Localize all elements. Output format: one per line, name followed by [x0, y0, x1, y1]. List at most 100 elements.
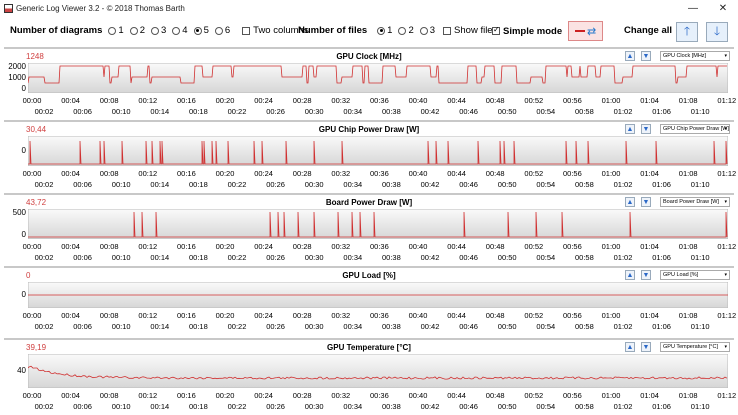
x-tick-label: 00:04 [61, 391, 80, 400]
move-down-button[interactable]: ▼ [641, 270, 651, 280]
x-tick-label: 00:52 [524, 242, 544, 251]
x-tick-label: 01:02 [613, 253, 633, 262]
x-tick-label: 00:34 [343, 402, 363, 411]
x-tick-label: 01:00 [601, 311, 621, 320]
move-down-all-button[interactable]: 🡓 [706, 22, 728, 42]
move-up-button[interactable]: ▲ [625, 270, 635, 280]
show-files-checkbox[interactable] [443, 26, 452, 35]
y-axis-label: 500 [12, 208, 26, 217]
x-tick-label: 00:10 [111, 253, 131, 262]
x-tick-label: 00:50 [497, 253, 517, 262]
sensor-select[interactable]: GPU Load [%] ▾ [660, 270, 730, 280]
x-tick-label: 00:28 [292, 391, 312, 400]
x-tick-label: 00:26 [266, 107, 285, 116]
x-tick-label: 00:04 [61, 242, 80, 251]
x-tick-label: 00:16 [177, 169, 196, 178]
x-tick-label: 00:06 [73, 107, 92, 116]
move-down-button[interactable]: ▼ [641, 197, 651, 207]
x-tick-label: 01:08 [678, 96, 698, 105]
arrow-up-icon: ▲ [626, 198, 634, 206]
x-axis-ticks-major: 00:00 00:04 00:08 00:12 00:16 00:20 00:24 00:28… [4, 169, 737, 179]
sensor-select[interactable]: GPU Chip Power Draw [W] ▾ [660, 124, 730, 134]
chevron-down-icon: ▾ [724, 344, 727, 350]
move-up-button[interactable]: ▲ [625, 51, 635, 61]
x-tick-label: 01:06 [652, 402, 671, 411]
diagram-radio-3[interactable] [150, 26, 159, 35]
arrow-down-icon: 🡓 [713, 23, 721, 38]
minimize-button[interactable]: — [688, 3, 698, 14]
x-tick-label: 00:16 [177, 242, 196, 251]
diagram-panel: 39,19 GPU Temperature [°C] ▲ ▼ GPU Temperatu… [4, 338, 737, 415]
x-tick-label: 01:10 [690, 253, 710, 262]
x-tick-label: 00:20 [215, 311, 235, 320]
panel-title: GPU Temperature [°C] [327, 343, 411, 352]
x-tick-label: 00:42 [420, 180, 440, 189]
plot-area[interactable] [28, 282, 728, 308]
x-tick-label: 00:40 [408, 242, 428, 251]
move-up-button[interactable]: ▲ [625, 342, 635, 352]
sensor-select[interactable]: GPU Temperature [°C] ▾ [660, 342, 730, 352]
x-tick-label: 00:18 [189, 107, 208, 116]
x-tick-label: 00:58 [575, 107, 594, 116]
x-tick-label: 00:26 [266, 402, 285, 411]
x-tick-label: 00:32 [331, 169, 351, 178]
x-tick-label: 00:24 [254, 242, 273, 251]
x-tick-label: 00:10 [111, 180, 131, 189]
move-down-button[interactable]: ▼ [641, 342, 651, 352]
arrow-down-icon: ▼ [642, 52, 650, 60]
x-tick-label: 00:08 [99, 96, 119, 105]
two-columns-checkbox[interactable] [242, 26, 251, 35]
x-tick-label: 00:08 [99, 311, 119, 320]
diagram-radio-2[interactable] [129, 26, 138, 35]
file-radio-3[interactable] [419, 26, 428, 35]
x-tick-label: 00:12 [138, 391, 158, 400]
plot-area[interactable] [28, 354, 728, 388]
y-axis-label: 0 [21, 84, 26, 93]
sensor-select[interactable]: GPU Clock [MHz] ▾ [660, 51, 730, 61]
x-tick-label: 00:22 [227, 180, 247, 189]
x-tick-label: 00:14 [150, 402, 170, 411]
diagram-option-2: 2 [139, 25, 145, 36]
x-tick-label: 00:46 [459, 322, 478, 331]
x-tick-label: 00:12 [138, 96, 158, 105]
diagram-option-3: 3 [160, 25, 167, 36]
swap-series-button[interactable]: ⇄ [568, 21, 604, 41]
diagram-radio-6[interactable] [214, 26, 223, 35]
x-tick-label: 00:48 [485, 242, 505, 251]
diagram-radio-1[interactable] [108, 26, 117, 35]
x-tick-label: 00:16 [177, 311, 196, 320]
x-tick-label: 00:48 [485, 311, 505, 320]
diagram-radio-5[interactable] [193, 26, 202, 35]
move-down-button[interactable]: ▼ [641, 51, 651, 61]
x-tick-label: 00:34 [343, 253, 363, 262]
diagram-radio-4[interactable] [172, 26, 181, 35]
move-up-all-button[interactable]: 🡑 [676, 22, 698, 42]
move-up-button[interactable]: ▲ [625, 124, 635, 134]
y-axis-label: 0 [21, 290, 26, 299]
plot-area[interactable] [28, 63, 728, 93]
file-radio-1[interactable] [377, 26, 386, 35]
x-tick-label: 01:06 [652, 253, 671, 262]
x-axis-ticks-major: 00:00 00:04 00:08 00:12 00:16 00:20 00:24 00:28… [4, 391, 737, 401]
x-tick-label: 01:10 [690, 107, 710, 116]
x-tick-label: 00:46 [459, 107, 478, 116]
x-tick-label: 00:50 [497, 402, 517, 411]
plot-area[interactable] [28, 209, 728, 239]
close-button[interactable]: ✕ [718, 3, 728, 14]
sensor-select[interactable]: Board Power Draw [W] ▾ [660, 197, 730, 207]
x-tick-label: 01:12 [717, 391, 737, 400]
x-tick-label: 00:46 [459, 402, 478, 411]
move-up-button[interactable]: ▲ [625, 197, 635, 207]
x-tick-label: 01:04 [640, 242, 659, 251]
plot-area[interactable] [28, 136, 728, 166]
x-tick-label: 00:18 [189, 253, 208, 262]
file-radio-2[interactable] [398, 26, 407, 35]
x-tick-label: 00:38 [382, 180, 401, 189]
move-down-button[interactable]: ▼ [641, 124, 651, 134]
x-tick-label: 01:08 [678, 311, 698, 320]
x-tick-label: 00:36 [370, 391, 389, 400]
x-tick-label: 00:18 [189, 180, 208, 189]
simple-mode-checkbox[interactable] [492, 25, 500, 35]
x-tick-label: 00:44 [447, 391, 466, 400]
num-files-label: Number of files [298, 25, 368, 36]
